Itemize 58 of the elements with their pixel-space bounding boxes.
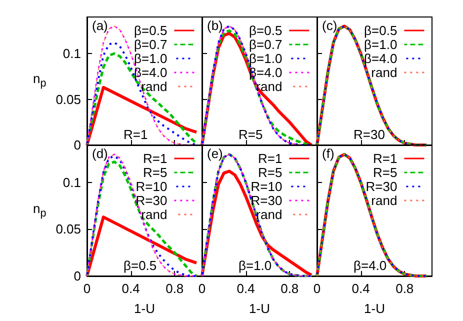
y-tick-label: 0 xyxy=(74,268,81,284)
legend-label: rand xyxy=(256,79,282,94)
legend-label: R=1 xyxy=(372,151,398,166)
x-tick-label: 0.8 xyxy=(396,281,414,296)
legend-label: β=4.0 xyxy=(364,51,398,66)
x-axis-title: 1-U xyxy=(364,301,385,316)
annotation: (e) xyxy=(207,146,223,161)
x-axis-title: 1-U xyxy=(134,301,155,316)
legend-label: R=1 xyxy=(142,151,168,166)
annotation: (c) xyxy=(322,18,338,33)
legend-label: β=1.0 xyxy=(364,37,398,52)
legend-label: R=10 xyxy=(136,179,168,194)
legend-label: R=5 xyxy=(258,165,282,180)
annotation: β=4.0 xyxy=(354,258,387,273)
legend-label: R=5 xyxy=(142,165,168,180)
annotation: (a) xyxy=(92,18,108,33)
legend-label: rand xyxy=(371,193,398,208)
x-axis-title: 1-U xyxy=(249,301,270,316)
legend-label: β=0.5 xyxy=(364,23,398,38)
y-tick-label: 0.05 xyxy=(56,222,81,237)
legend-label: β=1.0 xyxy=(249,51,282,66)
x-tick-label: 0 xyxy=(83,281,91,296)
y-axis-title: n$_{p}$ xyxy=(33,200,46,220)
legend-label: β=0.7 xyxy=(249,37,282,52)
y-axis-title: n$_{p}$ xyxy=(33,71,46,90)
y-tick-label: 0.05 xyxy=(56,92,81,107)
legend-label: β=1.0 xyxy=(134,51,168,66)
annotation: R=5 xyxy=(238,127,263,142)
legend-label: β=0.5 xyxy=(134,23,168,38)
legend-label: rand xyxy=(371,65,398,80)
legend-label: rand xyxy=(256,207,282,222)
legend-label: β=0.7 xyxy=(134,37,168,52)
y-tick-label: 0 xyxy=(74,138,81,152)
legend-label: R=5 xyxy=(372,165,398,180)
x-tick-label: 0.8 xyxy=(166,281,184,296)
y-tick-label: 0.1 xyxy=(62,174,81,190)
annotation: (b) xyxy=(207,18,223,33)
annotation: R=30 xyxy=(354,127,385,142)
y-tick-label: 0.1 xyxy=(62,46,81,62)
annotation: (d) xyxy=(92,146,108,161)
legend-label: rand xyxy=(141,79,168,94)
legend-label: R=1 xyxy=(258,151,282,166)
annotation: β=0.5 xyxy=(124,258,157,273)
x-tick-label: 0.4 xyxy=(236,281,255,296)
legend-label: R=30 xyxy=(366,179,398,194)
annotation: β=1.0 xyxy=(238,258,272,273)
x-tick-label: 0.8 xyxy=(280,281,299,296)
legend-label: β=0.5 xyxy=(249,23,282,38)
x-tick-label: 0.4 xyxy=(122,281,140,296)
annotation: (f) xyxy=(322,146,334,161)
x-tick-label: 0 xyxy=(198,281,206,296)
x-tick-label: 0 xyxy=(313,281,321,296)
legend-label: rand xyxy=(141,207,168,222)
annotation: R=1 xyxy=(124,127,148,142)
legend-label: β=4.0 xyxy=(134,65,168,80)
x-tick-label: 0.4 xyxy=(352,281,370,296)
legend-label: R=30 xyxy=(136,193,168,208)
legend-label: R=10 xyxy=(250,179,282,194)
